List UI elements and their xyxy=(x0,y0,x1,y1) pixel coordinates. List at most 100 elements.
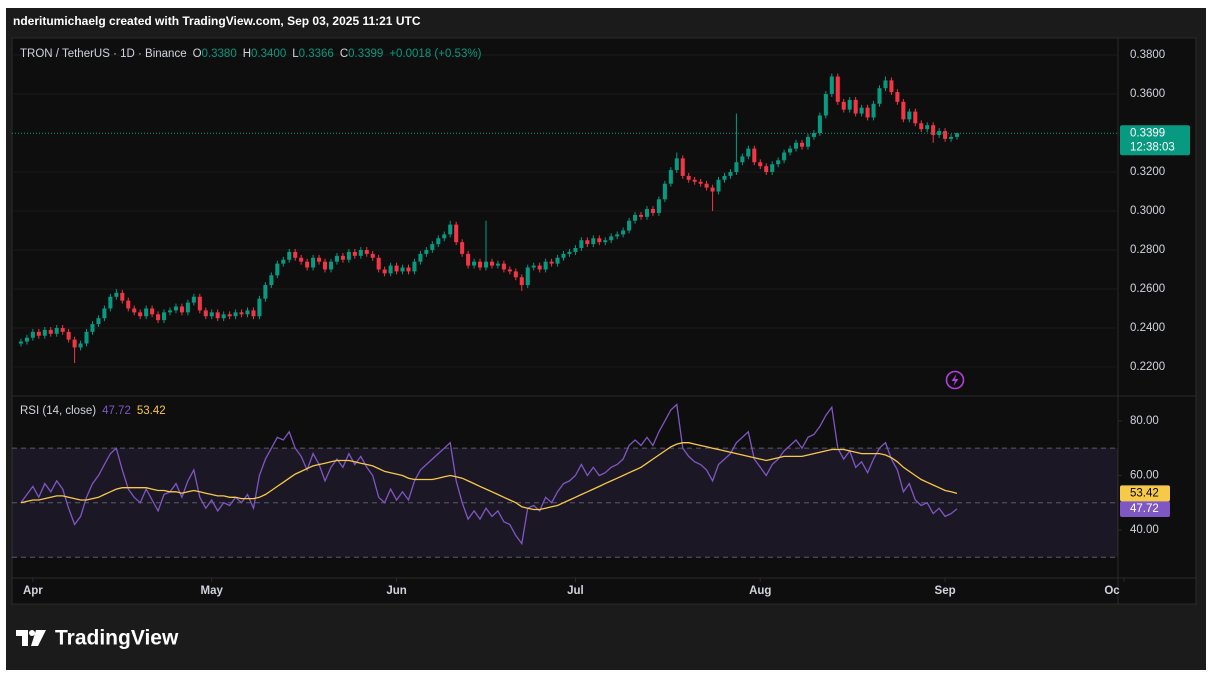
candle-body xyxy=(543,261,548,270)
candle-body xyxy=(436,238,441,245)
y-tick-label: 0.3600 xyxy=(1130,88,1165,100)
candle-body xyxy=(317,257,322,262)
candle-body xyxy=(805,136,810,147)
candle-body xyxy=(585,240,590,245)
candle-body xyxy=(215,312,220,319)
y-tick-label: 0.2200 xyxy=(1130,361,1165,373)
rsi-pane: 40.00 60.00 80.00 Apr May Jun Jul Aug Sep Oc 47.72… xyxy=(12,403,1170,597)
candle-body xyxy=(72,339,77,348)
candle-body xyxy=(328,261,334,270)
ohlc-value: 0.3400 xyxy=(251,48,286,60)
candle-body xyxy=(454,224,459,243)
candle-body xyxy=(501,263,506,270)
candle-body xyxy=(263,285,268,299)
brand-name: TradingView xyxy=(55,627,179,650)
candle-body xyxy=(424,249,429,254)
candle-body xyxy=(680,158,685,176)
candle-body xyxy=(734,162,739,173)
candle-body xyxy=(841,101,846,110)
candle-body xyxy=(42,329,47,336)
y-tick-label: 0.2400 xyxy=(1130,322,1165,334)
last-value-label: 53.42 xyxy=(1130,487,1159,499)
y-tick-label: 60.00 xyxy=(1130,469,1159,481)
candle-body xyxy=(322,261,328,270)
price-legend: TRON / TetherUS · 1D · Binance O0.3380 H0.… xyxy=(20,48,482,60)
candle-body xyxy=(954,133,960,137)
x-tick-label: May xyxy=(201,585,224,597)
x-tick-label: Jul xyxy=(567,585,584,597)
candle-body xyxy=(877,88,882,104)
candle-body xyxy=(883,80,888,89)
candle-body xyxy=(799,142,805,147)
candle-body xyxy=(662,183,667,200)
candle-body xyxy=(48,329,53,334)
candle-body xyxy=(627,220,632,231)
current-price-box xyxy=(1120,125,1190,156)
candle-body xyxy=(18,341,23,344)
y-tick-label: 0.2800 xyxy=(1130,244,1165,256)
last-value-box xyxy=(1120,485,1170,502)
candle-body xyxy=(478,261,483,268)
candle-body xyxy=(811,133,816,137)
candle-body xyxy=(650,209,655,213)
candle-body xyxy=(364,249,369,254)
price-pane: 0.2200 0.2400 0.2600 0.2800 0.3000 0.3200 0.36… xyxy=(12,49,1190,373)
candle-body xyxy=(895,92,900,102)
candle-body xyxy=(430,244,435,250)
candle-body xyxy=(943,131,948,139)
y-tick-label: 0.3000 xyxy=(1130,205,1165,217)
last-value-box xyxy=(1120,500,1170,517)
candle-body xyxy=(716,179,721,192)
candle-body xyxy=(901,101,906,120)
candle-body xyxy=(90,324,95,332)
candle-body xyxy=(579,240,584,249)
candle-body xyxy=(257,298,262,317)
y-tick-label: 0.3200 xyxy=(1130,166,1165,178)
candle-body xyxy=(495,263,500,266)
candle-body xyxy=(311,257,316,268)
candle-body xyxy=(66,331,71,340)
candle-body xyxy=(412,261,417,272)
candle-body xyxy=(698,181,703,184)
candle-body xyxy=(54,327,59,334)
candle-body xyxy=(197,296,202,311)
candle-body xyxy=(448,224,453,235)
candle-body xyxy=(227,314,232,317)
candle-body xyxy=(728,172,733,176)
candle-body xyxy=(931,125,936,135)
alert-icon[interactable] xyxy=(945,370,965,390)
candle-body xyxy=(853,99,858,114)
candle-body xyxy=(36,331,41,336)
ohlc-value: 0.3399 xyxy=(348,48,383,60)
candle-body xyxy=(925,125,930,130)
candle-body xyxy=(269,275,274,286)
candle-body xyxy=(722,175,727,180)
candle-body xyxy=(507,269,512,272)
price-change: +0.0018 (+0.53%) xyxy=(389,48,481,60)
candle-body xyxy=(245,310,250,315)
candle-body xyxy=(388,265,393,274)
candle-body xyxy=(24,337,29,342)
candle-body xyxy=(60,327,65,332)
rsi-ma-value: 53.42 xyxy=(137,405,166,417)
candle-body xyxy=(287,251,292,260)
rsi-line xyxy=(20,442,958,511)
y-tick-label: 80.00 xyxy=(1130,415,1159,427)
candle-body xyxy=(275,263,280,276)
candle-body xyxy=(293,251,298,258)
candle-body xyxy=(770,164,775,173)
candle-body xyxy=(281,259,286,264)
x-tick-label: Sep xyxy=(935,585,956,597)
candle-body xyxy=(871,103,876,118)
candle-body xyxy=(191,296,196,303)
candle-body xyxy=(537,265,542,270)
candle-body xyxy=(209,312,214,317)
candle-body xyxy=(233,312,238,317)
candle-body xyxy=(513,271,518,278)
ohlc-label: O xyxy=(193,48,202,60)
candle-body xyxy=(352,251,357,256)
candle-body xyxy=(794,142,799,149)
candle-body xyxy=(615,234,620,237)
candle-body xyxy=(776,160,781,165)
